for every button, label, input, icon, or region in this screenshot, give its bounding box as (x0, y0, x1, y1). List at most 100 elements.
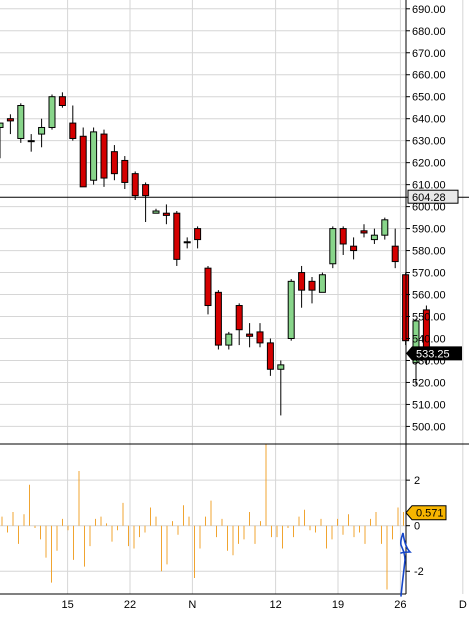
y-tick-label: 680.00 (412, 26, 446, 38)
candle-body (318, 274, 326, 293)
candle (17, 103, 25, 143)
candle-body (48, 96, 56, 128)
candle (142, 182, 150, 222)
candle-body (246, 333, 254, 337)
osc-y-tick-label: -2 (414, 566, 424, 578)
candle (214, 290, 222, 350)
x-tick-label: 12 (269, 599, 281, 611)
y-tick-label: 630.00 (412, 136, 446, 148)
reference-value-box (407, 189, 459, 204)
candle (266, 338, 274, 376)
candle-body (381, 219, 389, 236)
x-tick-label: 19 (332, 599, 344, 611)
candle-body (69, 122, 77, 139)
candle-body (79, 135, 87, 188)
x-tick-label: 26 (394, 599, 406, 611)
candle (131, 171, 139, 201)
candle (318, 272, 326, 293)
candle (110, 145, 118, 181)
candle-body (298, 272, 306, 291)
y-tick-label: 690.00 (412, 4, 446, 16)
candle-body (0, 122, 4, 128)
osc-y-tick-label: 2 (414, 475, 420, 487)
candle-body (58, 96, 66, 107)
candle-body (412, 320, 420, 364)
candle (277, 360, 285, 416)
candle-body (38, 126, 46, 135)
candle (298, 265, 306, 308)
candle (391, 228, 399, 269)
candle-body (194, 228, 202, 241)
candle (100, 129, 108, 187)
candle-body (214, 291, 222, 346)
candle (121, 156, 129, 190)
y-tick-label: 660.00 (412, 70, 446, 82)
candle-body (277, 364, 285, 370)
candle-body (27, 140, 35, 143)
candle (69, 105, 77, 141)
y-tick-label: 640.00 (412, 114, 446, 126)
y-tick-label: 620.00 (412, 158, 446, 170)
y-tick-label: 610.00 (412, 180, 446, 192)
candle (48, 94, 56, 130)
last-price-label: 533.25 (416, 348, 450, 360)
candle (381, 217, 389, 240)
candle-body (360, 230, 368, 234)
candle (339, 226, 347, 255)
annotations: 604.28 533.25 0.571 (0, 189, 469, 597)
candle (90, 127, 98, 185)
candle (204, 265, 212, 315)
candle (256, 323, 264, 348)
y-tick-label: 570.00 (412, 268, 446, 280)
osc-y-tick-label: 0 (414, 521, 420, 533)
last-price-box (406, 346, 462, 361)
y-tick-label: 550.00 (412, 312, 446, 324)
candle-body (100, 133, 108, 179)
candle (225, 331, 233, 350)
y-tick-label: 510.00 (412, 399, 446, 411)
osc-last-value-label: 0.571 (416, 508, 444, 520)
candle-body (162, 212, 170, 216)
reference-value-label: 604.28 (412, 192, 446, 204)
candle-body (17, 105, 25, 139)
candle (38, 118, 46, 148)
candle (183, 237, 191, 249)
candle (246, 323, 254, 348)
candle (58, 92, 66, 108)
candle (79, 127, 87, 188)
y-tick-label: 560.00 (412, 290, 446, 302)
candle-body (152, 210, 160, 214)
candle (173, 211, 181, 266)
chart-frame (0, 0, 469, 595)
candle (287, 279, 295, 341)
osc-last-value-box (405, 505, 447, 521)
y-tick-label: 540.00 (412, 333, 446, 345)
candle (360, 224, 368, 238)
oscillator-series (1, 443, 404, 590)
candle-body (173, 212, 181, 260)
candle-body (225, 333, 233, 346)
candle-body (350, 245, 358, 252)
candle-body (391, 245, 399, 263)
candle (27, 134, 35, 152)
candle-body (142, 184, 150, 197)
candle (370, 228, 378, 244)
grid (0, 0, 464, 594)
candle (350, 237, 358, 260)
candle-body (235, 305, 243, 331)
candle (152, 208, 160, 214)
x-tick-label: D (459, 599, 467, 611)
y-tick-label: 650.00 (412, 92, 446, 104)
candle-body (121, 159, 129, 183)
candle-body (90, 131, 98, 181)
y-tick-label: 600.00 (412, 202, 446, 214)
candle-body (287, 280, 295, 339)
y-tick-label: 580.00 (412, 246, 446, 258)
candle (6, 114, 14, 135)
candle-body (131, 173, 139, 197)
candle (329, 226, 337, 269)
candle (194, 226, 202, 249)
candle (308, 276, 316, 304)
